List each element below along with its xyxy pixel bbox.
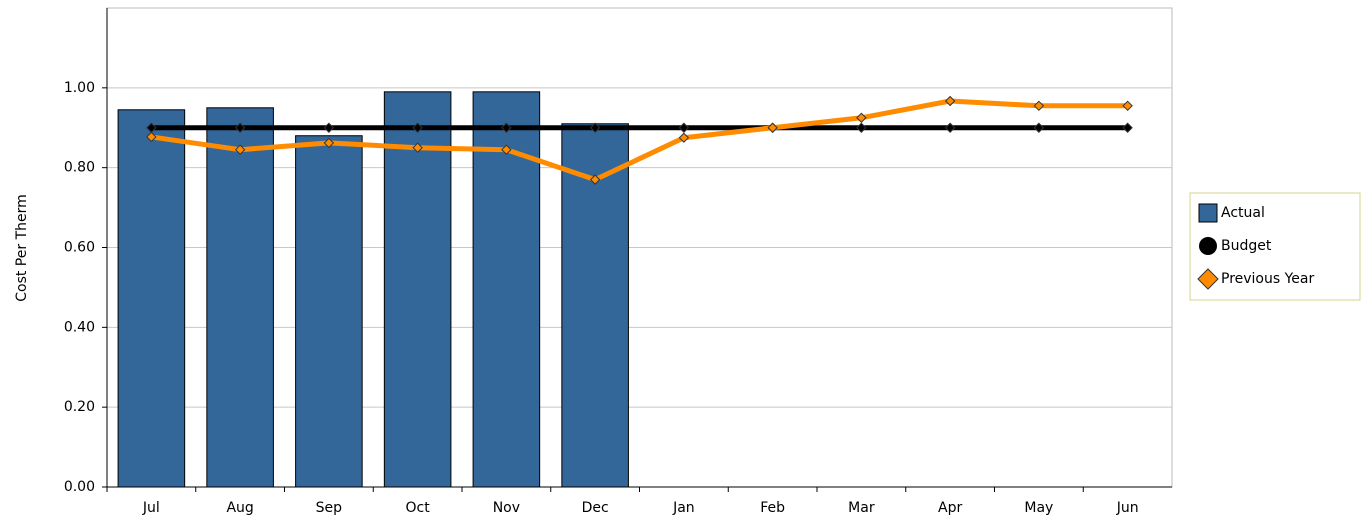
- marker: [856, 122, 867, 133]
- marker: [1122, 100, 1133, 112]
- x-tick-label: Oct: [406, 500, 431, 516]
- marker: [589, 174, 601, 185]
- marker: [1122, 122, 1133, 133]
- bar: [295, 135, 363, 488]
- y-tick-label: 0.80: [64, 160, 95, 176]
- marker: [234, 144, 246, 155]
- x-tick-label: Jan: [672, 500, 695, 516]
- legend-label: Actual: [1221, 205, 1265, 221]
- marker: [501, 144, 512, 155]
- x-tick-label: Jul: [142, 500, 160, 516]
- legend-key: [1198, 203, 1218, 223]
- marker: [1033, 100, 1045, 112]
- legend-label: Budget: [1221, 238, 1272, 254]
- marker: [944, 95, 956, 107]
- marker: [856, 112, 867, 123]
- x-tick-label: Apr: [938, 500, 962, 516]
- x-tick-label: Sep: [316, 500, 343, 516]
- x-tick-label: Nov: [493, 500, 520, 516]
- marker: [323, 137, 335, 149]
- marker: [944, 122, 956, 133]
- y-tick-label: 0.00: [64, 479, 95, 495]
- y-tick-label: 1.00: [64, 80, 95, 96]
- x-tick-label: Jun: [1116, 500, 1139, 516]
- x-tick-label: May: [1024, 500, 1053, 516]
- marker: [767, 122, 778, 133]
- marker: [234, 122, 246, 133]
- y-axis-label: Cost Per Therm: [14, 194, 30, 302]
- marker: [678, 122, 690, 133]
- marker: [501, 122, 512, 133]
- marker: [412, 142, 423, 153]
- x-tick-label: Mar: [848, 500, 875, 516]
- y-tick-label: 0.40: [64, 319, 95, 335]
- marker: [1033, 122, 1045, 133]
- line: [151, 98, 1128, 183]
- legend-key: [1197, 268, 1219, 290]
- bar: [383, 91, 452, 488]
- bar: [206, 107, 274, 488]
- marker: [678, 132, 690, 143]
- marker: [146, 131, 157, 143]
- x-tick-label: Feb: [760, 500, 785, 516]
- y-tick-label: 0.60: [64, 240, 95, 256]
- marker: [323, 122, 335, 133]
- marker: [589, 122, 601, 133]
- legend-key: [1199, 237, 1217, 255]
- legend-label: Previous Year: [1221, 271, 1315, 287]
- x-tick-label: Aug: [226, 500, 253, 516]
- legend-box: [1189, 192, 1361, 301]
- x-tick-label: Dec: [582, 500, 609, 516]
- y-tick-label: 0.20: [64, 399, 95, 415]
- bar: [117, 109, 186, 488]
- marker: [412, 122, 423, 133]
